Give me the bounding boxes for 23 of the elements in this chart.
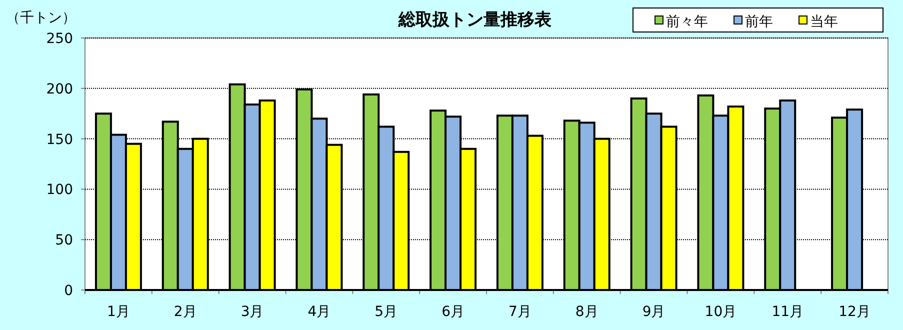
y-tick-label: 50 [55, 232, 73, 249]
x-tick-label: 1月 [106, 304, 130, 320]
legend-label: 前年 [745, 14, 773, 30]
legend-label: 当年 [810, 14, 838, 30]
x-tick-label: 3月 [240, 304, 264, 320]
y-tick-label: 100 [46, 182, 73, 198]
y-axis-title: （千トン） [6, 10, 76, 26]
chart-title: 総取扱トン量推移表 [398, 10, 552, 30]
x-tick-label: 11月 [772, 304, 804, 320]
x-tick-label: 4月 [308, 304, 331, 320]
y-tick-label: 0 [64, 283, 73, 299]
x-tick-label: 12月 [838, 304, 870, 320]
x-tick-label: 6月 [442, 304, 465, 320]
x-tick-label: 5月 [374, 304, 398, 320]
x-tick-label: 8月 [575, 304, 598, 320]
legend-label: 前々年 [666, 14, 708, 30]
x-tick-label: 9月 [642, 304, 666, 320]
y-tick-label: 250 [46, 31, 73, 47]
x-tick-label: 7月 [508, 304, 532, 320]
x-tick-label: 10月 [704, 304, 737, 320]
x-tick-label: 2月 [174, 304, 197, 320]
y-tick-label: 200 [46, 81, 73, 98]
y-tick-label: 150 [46, 132, 73, 148]
